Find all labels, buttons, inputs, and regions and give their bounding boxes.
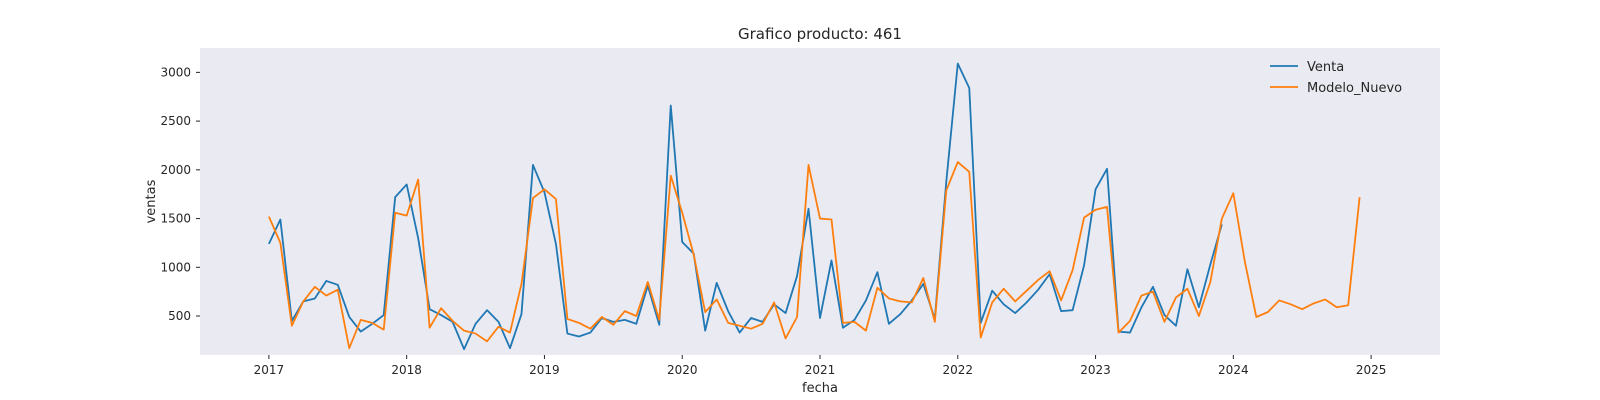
- x-tick-label: 2025: [1356, 363, 1387, 377]
- chart-title: Grafico producto: 461: [738, 25, 902, 43]
- legend-label: Modelo_Nuevo: [1307, 81, 1402, 96]
- y-tick-label: 1000: [160, 260, 191, 274]
- y-tick-label: 2500: [160, 114, 191, 128]
- y-tick-label: 2000: [160, 163, 191, 177]
- x-tick-label: 2017: [254, 363, 285, 377]
- x-tick-label: 2020: [667, 363, 698, 377]
- x-axis-label: fecha: [802, 381, 838, 396]
- x-tick-label: 2019: [529, 363, 560, 377]
- series-line-modelo-nuevo: [268, 161, 1361, 350]
- y-axis-label: ventas: [144, 179, 159, 223]
- y-axis: 500 1000 1500 2000 2500 3000: [160, 65, 200, 323]
- legend: Venta Modelo_Nuevo: [1270, 60, 1402, 96]
- plot-background: [200, 48, 1440, 355]
- x-tick-label: 2018: [391, 363, 422, 377]
- x-tick-label: 2021: [805, 363, 836, 377]
- x-tick-label: 2023: [1080, 363, 1111, 377]
- x-tick-label: 2022: [943, 363, 974, 377]
- legend-label: Venta: [1307, 60, 1344, 75]
- x-axis: 2017 2018 2019 2020 2021 2022 2023 2024 2025: [254, 355, 1387, 377]
- x-tick-label: 2024: [1218, 363, 1249, 377]
- y-tick-label: 3000: [160, 65, 191, 79]
- series-lines: [268, 62, 1361, 351]
- y-tick-label: 500: [168, 309, 191, 323]
- y-tick-label: 1500: [160, 212, 191, 226]
